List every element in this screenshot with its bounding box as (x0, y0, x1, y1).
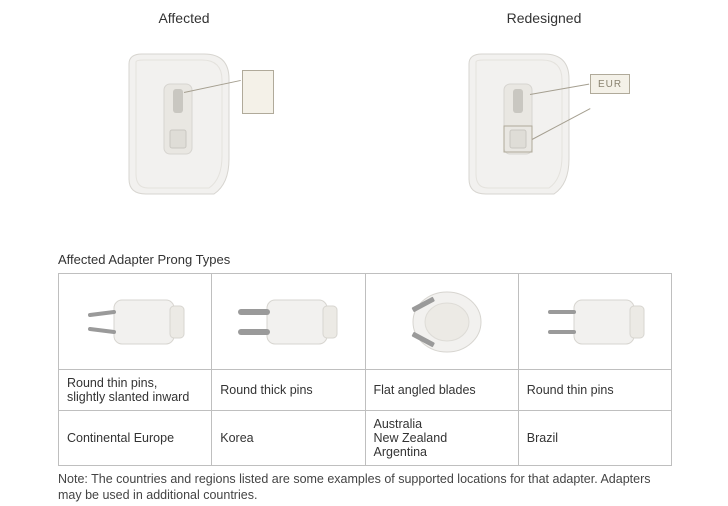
table-row: Continental Europe Korea Australia New Z… (59, 411, 672, 466)
redesigned-region-badge: EUR (590, 74, 630, 94)
desc-cell-0: Round thin pins, slightly slanted inward (59, 370, 212, 411)
affected-duckhead-icon (74, 34, 294, 214)
plug-euro-slanted-icon (70, 282, 200, 362)
desc-cell-3: Round thin pins (518, 370, 671, 411)
table-row (59, 274, 672, 370)
redesigned-duckhead-icon (434, 34, 654, 214)
plug-brazil-icon (530, 282, 660, 362)
region-text: Korea (220, 431, 253, 445)
affected-callout-blank (242, 70, 274, 114)
region-text: Brazil (527, 431, 558, 445)
desc-cell-1: Round thick pins (212, 370, 365, 411)
plug-cell-2 (365, 274, 518, 370)
footnote: Note: The countries and regions listed a… (58, 472, 672, 503)
region-text: Continental Europe (67, 431, 174, 445)
plug-cell-0 (59, 274, 212, 370)
desc-text: Round thin pins (527, 383, 614, 397)
desc-text: Round thin pins, slightly slanted inward (67, 376, 189, 404)
region-text: Australia New Zealand Argentina (374, 417, 448, 459)
region-cell-3: Brazil (518, 411, 671, 466)
plug-australia-icon (377, 282, 507, 362)
table-title: Affected Adapter Prong Types (58, 252, 728, 267)
adapter-table: Round thin pins, slightly slanted inward… (58, 273, 672, 466)
affected-title: Affected (158, 10, 209, 26)
desc-text: Round thick pins (220, 383, 312, 397)
plug-cell-3 (518, 274, 671, 370)
region-cell-2: Australia New Zealand Argentina (365, 411, 518, 466)
plug-cell-1 (212, 274, 365, 370)
region-cell-1: Korea (212, 411, 365, 466)
desc-text: Flat angled blades (374, 383, 476, 397)
redesigned-title: Redesigned (507, 10, 582, 26)
desc-cell-2: Flat angled blades (365, 370, 518, 411)
redesigned-column: Redesigned EUR (434, 10, 654, 214)
region-cell-0: Continental Europe (59, 411, 212, 466)
affected-column: Affected (74, 10, 294, 214)
affected-figure (74, 34, 294, 214)
redesigned-figure: EUR (434, 34, 654, 214)
table-row: Round thin pins, slightly slanted inward… (59, 370, 672, 411)
comparison-row: Affected Redesigned (0, 0, 728, 234)
plug-korea-icon (223, 282, 353, 362)
